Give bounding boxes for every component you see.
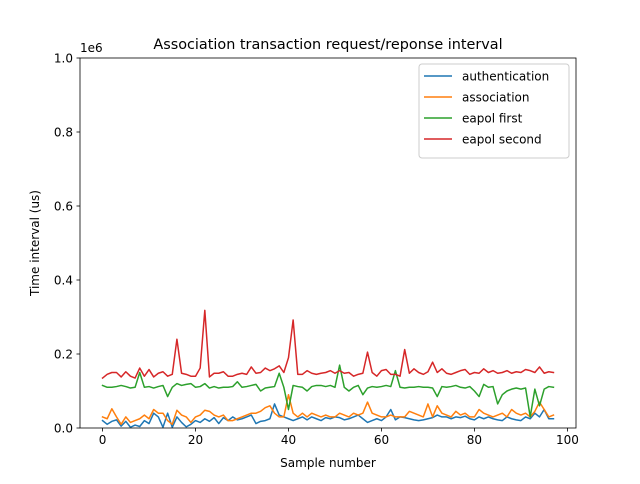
series-line-eapol-second [101, 309, 555, 380]
x-tick-label: 20 [188, 433, 203, 447]
legend: authentication association eapol first eapo… [418, 63, 570, 159]
series-line-association [101, 393, 555, 426]
y-tick-label: 0.4 [54, 273, 73, 287]
x-tick-label: 100 [556, 433, 579, 447]
chart-title: Association transaction request/reponse … [153, 37, 502, 53]
legend-label-association: association [462, 91, 529, 105]
y-axis: 0.0 0.2 0.4 0.6 0.8 1.0 [54, 51, 80, 435]
legend-label-eapol-second: eapol second [462, 133, 542, 147]
legend-label-authentication: authentication [462, 70, 549, 84]
y-tick-label: 0.6 [54, 199, 73, 213]
x-tick-label: 0 [99, 433, 107, 447]
x-tick-label: 80 [467, 433, 482, 447]
y-axis-label: Time interval (us) [28, 190, 42, 297]
x-axis: 0 20 40 60 80 100 [99, 428, 579, 447]
legend-label-eapol-first: eapol first [462, 112, 523, 126]
y-tick-label: 0.2 [54, 347, 73, 361]
legend-box [418, 63, 570, 159]
y-offset-text: 1e6 [80, 41, 103, 55]
x-tick-label: 40 [281, 433, 296, 447]
y-tick-label: 1.0 [54, 51, 73, 65]
plot-series-group [101, 309, 555, 429]
y-tick-label: 0.0 [54, 421, 73, 435]
series-line-eapol-first [101, 364, 555, 418]
x-tick-label: 60 [374, 433, 389, 447]
x-axis-label: Sample number [280, 456, 376, 470]
y-tick-label: 0.8 [54, 125, 73, 139]
series-line-authentication [101, 403, 555, 429]
plot-frame [79, 57, 577, 429]
